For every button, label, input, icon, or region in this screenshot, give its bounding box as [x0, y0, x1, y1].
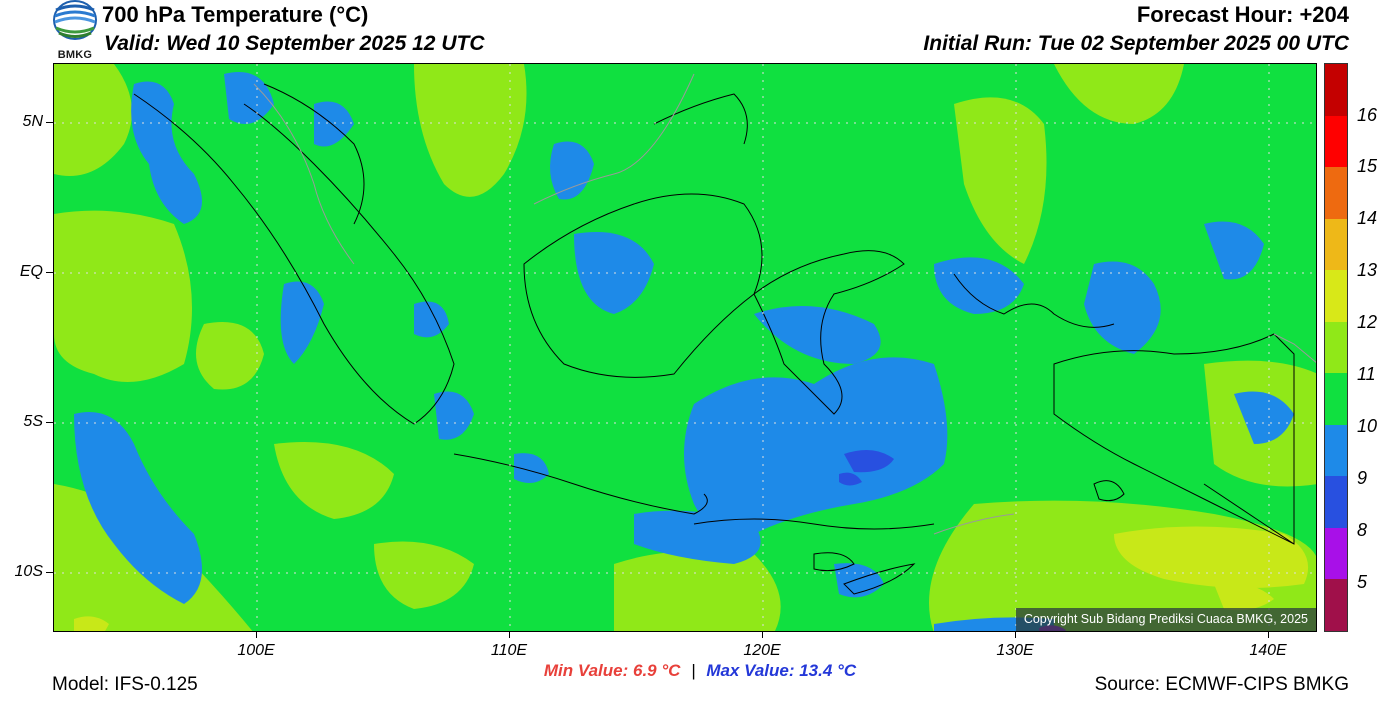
lon-tick [509, 632, 510, 638]
colorbar [1324, 63, 1348, 632]
colorbar-segment [1325, 424, 1347, 477]
lon-label-140e: 140E [1249, 642, 1287, 659]
model-name: Model: IFS-0.125 [52, 674, 198, 695]
temperature-map: Copyright Sub Bidang Prediksi Cuaca BMKG… [53, 63, 1317, 632]
max-value: Max Value: 13.4 °C [706, 661, 857, 680]
colorbar-segment [1325, 527, 1347, 580]
colorbar-segment [1325, 579, 1347, 632]
copyright-notice: Copyright Sub Bidang Prediksi Cuaca BMKG… [1015, 608, 1316, 631]
valid-time: Valid: Wed 10 September 2025 12 UTC [104, 32, 485, 55]
lat-label-5s: 5S [23, 413, 43, 430]
field-yellow-green [74, 526, 1309, 631]
lat-tick [46, 422, 53, 423]
colorbar-segment [1325, 167, 1347, 220]
colorbar-label: 14 [1357, 208, 1378, 228]
colorbar-label: 12 [1357, 312, 1378, 332]
colorbar-label: 8 [1357, 520, 1368, 540]
colorbar-label: 5 [1357, 572, 1368, 592]
lat-tick [46, 272, 53, 273]
lon-tick [762, 632, 763, 638]
coastlines [133, 83, 1295, 595]
lon-label-130e: 130E [996, 642, 1034, 659]
colorbar-segment [1325, 64, 1347, 117]
colorbar-label: 9 [1357, 468, 1368, 488]
min-value: Min Value: 6.9 °C [543, 661, 681, 680]
colorbar-segment [1325, 321, 1347, 374]
colorbar-segment [1325, 476, 1347, 529]
lon-label-110e: 110E [490, 642, 528, 659]
colorbar-label: 10 [1357, 416, 1378, 436]
initial-run: Initial Run: Tue 02 September 2025 00 UT… [923, 32, 1349, 55]
colorbar-label: 15 [1357, 156, 1378, 176]
lat-label-5n: 5N [22, 113, 43, 130]
min-max-separator: | [691, 661, 696, 680]
colorbar-segment [1325, 373, 1347, 426]
lon-tick [1015, 632, 1016, 638]
lat-label-10s: 10S [14, 563, 43, 580]
lon-tick [256, 632, 257, 638]
colorbar-label: 11 [1357, 364, 1376, 384]
data-source: Source: ECMWF-CIPS BMKG [1094, 674, 1349, 695]
grid [54, 64, 1316, 631]
lon-tick [1268, 632, 1269, 638]
logo-text: BMKG [57, 49, 93, 61]
min-max-values: Min Value: 6.9 °C | Max Value: 13.4 °C [0, 661, 1400, 681]
lat-tick [46, 122, 53, 123]
lat-label-eq: EQ [19, 263, 43, 280]
colorbar-label: 16 [1357, 105, 1378, 125]
lat-tick [46, 572, 53, 573]
field-dark-blue [839, 450, 894, 486]
lon-label-120e: 120E [743, 642, 781, 659]
colorbar-label: 13 [1357, 260, 1378, 280]
colorbar-segment [1325, 218, 1347, 271]
colorbar-segment [1325, 270, 1347, 323]
colorbar-segment [1325, 115, 1347, 168]
bmkg-logo-icon [52, 0, 98, 62]
lon-label-100e: 100E [237, 642, 275, 659]
chart-title: 700 hPa Temperature (°C) [102, 2, 369, 27]
forecast-hour: Forecast Hour: +204 [1136, 2, 1349, 27]
boundaries [253, 73, 1316, 535]
